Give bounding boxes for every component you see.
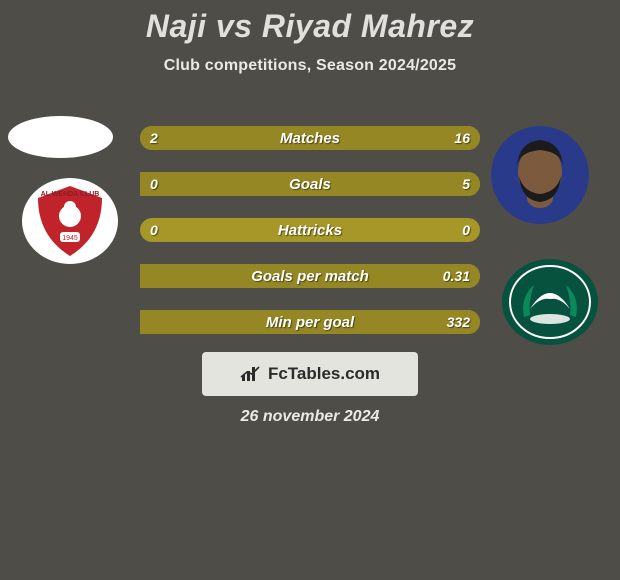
club-right-badge <box>500 257 600 347</box>
stat-label: Matches <box>140 126 480 150</box>
stat-value-right: 5 <box>462 172 470 196</box>
svg-text:AL WEHDA CLUB: AL WEHDA CLUB <box>41 191 100 198</box>
stat-label: Goals <box>140 172 480 196</box>
page-title: Naji vs Riyad Mahrez <box>0 0 620 45</box>
stat-row: 2Matches16 <box>140 126 480 150</box>
player-right-avatar <box>491 126 589 224</box>
player-left-avatar <box>8 116 113 158</box>
logo-text: FcTables.com <box>268 364 380 384</box>
stat-label: Min per goal <box>140 310 480 334</box>
stat-label: Hattricks <box>140 218 480 242</box>
stat-value-right: 332 <box>447 310 470 334</box>
stat-row: 0Goals5 <box>140 172 480 196</box>
svg-text:1945: 1945 <box>62 235 78 242</box>
stat-row: 0Hattricks0 <box>140 218 480 242</box>
date-text: 26 november 2024 <box>0 408 620 426</box>
stat-value-right: 0.31 <box>443 264 470 288</box>
stat-row: Min per goal332 <box>140 310 480 334</box>
fctables-logo: FcTables.com <box>202 352 418 396</box>
bar-chart-icon <box>240 365 262 383</box>
stat-value-right: 0 <box>462 218 470 242</box>
club-left-badge: AL WEHDA CLUB 1945 <box>20 176 120 266</box>
stats-bars: 2Matches160Goals50Hattricks0Goals per ma… <box>140 126 480 356</box>
stat-label: Goals per match <box>140 264 480 288</box>
subtitle: Club competitions, Season 2024/2025 <box>0 57 620 75</box>
stat-value-right: 16 <box>454 126 470 150</box>
stat-row: Goals per match0.31 <box>140 264 480 288</box>
